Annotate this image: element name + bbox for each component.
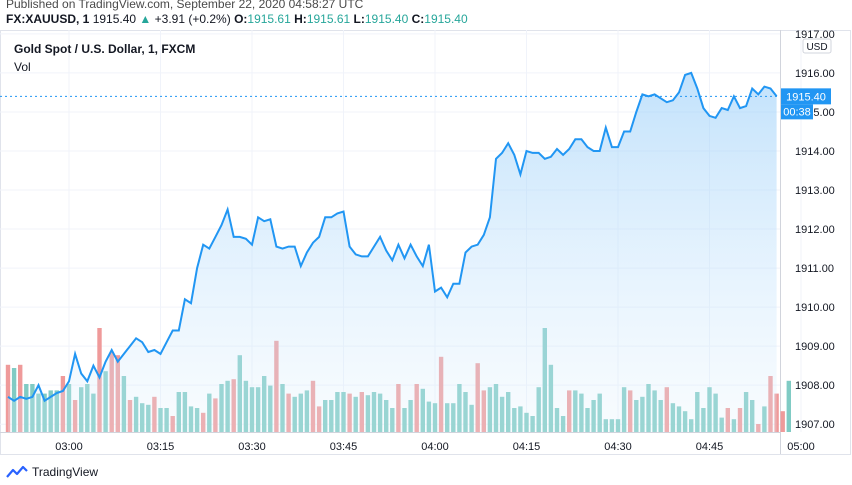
- chart-border: [0, 30, 851, 455]
- time-tick-label: 03:00: [55, 441, 83, 453]
- price-chart[interactable]: 1907.00 1908.00 1909.00 1910.00 1911.00 1912.…: [0, 30, 852, 455]
- close-label: C:: [411, 12, 425, 26]
- price-tick-label: 1909.00: [795, 341, 835, 353]
- price-line: [7, 71, 778, 403]
- price-tick-label: 1914.00: [795, 146, 835, 158]
- symbol[interactable]: FX:XAUUSD, 1: [6, 12, 90, 26]
- time-tick-label: 04:15: [513, 441, 541, 453]
- footer-brand[interactable]: TradingView: [32, 465, 99, 479]
- open-value: 1915.61: [247, 12, 291, 26]
- last-price: 1915.40: [92, 12, 137, 26]
- price-tick-label: 1908.00: [795, 380, 835, 392]
- currency-badge: USD: [802, 38, 832, 54]
- price-tag: 1915.40: [781, 88, 831, 105]
- change-arrow-icon: ▲: [139, 12, 152, 26]
- volume-bar: [5, 364, 11, 432]
- price-tick-label: 1913.00: [795, 185, 835, 197]
- time-tick-label: 04:00: [421, 441, 449, 453]
- high-label: H:: [294, 12, 307, 26]
- tradingview-logo-icon: [6, 465, 28, 478]
- time-tick-label: 03:30: [238, 441, 266, 453]
- change-value: +3.91 (+0.2%): [154, 12, 231, 26]
- price-tick-label: 1907.00: [795, 419, 835, 431]
- low-label: L:: [353, 12, 365, 26]
- time-tick-label: 03:15: [147, 441, 175, 453]
- open-label: O:: [234, 12, 248, 26]
- time-tick-label: 03:45: [330, 441, 358, 453]
- currency-label: USD: [806, 42, 827, 53]
- price-tick-label: 1912.00: [795, 224, 835, 236]
- time-tick-label: 04:45: [696, 441, 724, 453]
- low-value: 1915.40: [364, 12, 409, 26]
- quote-line: FX:XAUUSD, 1 1915.40 ▲ +3.91 (+0.2%) O:1…: [6, 12, 468, 26]
- price-tick-label: 1910.00: [795, 302, 835, 314]
- volume-label: Vol: [14, 60, 31, 74]
- price-tag-text: 1915.40: [786, 91, 826, 103]
- footer: TradingView: [6, 463, 98, 481]
- price-axis-ticks: 1907.00 1908.00 1909.00 1910.00 1911.00 1912.…: [795, 30, 835, 431]
- price-area: [8, 72, 777, 433]
- price-tick-label: 1911.00: [795, 263, 834, 275]
- time-axis-ticks: 03:00 03:15 03:30 03:45 04:00 04:15 04:30 04:45…: [55, 441, 815, 453]
- published-line: Published on TradingView.com, September …: [6, 0, 364, 11]
- time-tick-label: 05:00: [787, 441, 815, 453]
- volume-bar: [780, 411, 785, 432]
- volume-bar: [786, 380, 791, 432]
- time-tick-label: 04:30: [604, 441, 632, 453]
- price-tick-label: 1916.00: [795, 68, 835, 80]
- close-value: 1915.40: [424, 12, 468, 26]
- countdown-tag: 00:38: [781, 104, 813, 120]
- high-value: 1915.61: [306, 12, 351, 26]
- countdown-text: 00:38: [783, 106, 811, 118]
- price-tick-label: 1917.00: [795, 30, 835, 41]
- chart-title: Gold Spot / U.S. Dollar, 1, FXCM: [14, 42, 196, 56]
